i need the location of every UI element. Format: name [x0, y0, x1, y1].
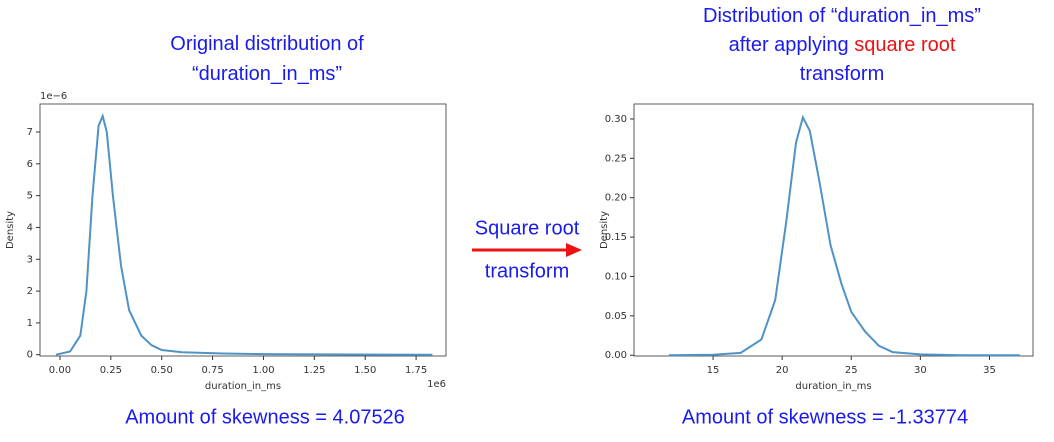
x-tick-label: 1.25 [303, 365, 325, 376]
x-tick-label: 35 [983, 365, 996, 376]
x-offset: 1e6 [427, 379, 446, 390]
chart-title: “duration_in_ms” [192, 63, 342, 85]
y-tick-label: 7 [27, 127, 33, 138]
x-tick-label: 0.50 [151, 365, 173, 376]
x-tick-label: 20 [776, 365, 789, 376]
y-tick-label: 5 [27, 191, 33, 202]
chart-title: transform [800, 63, 884, 85]
y-tick-label: 1 [27, 318, 33, 329]
density-line [55, 113, 433, 356]
x-axis-label: duration_in_ms [795, 381, 871, 392]
density-line [668, 114, 1020, 357]
y-tick-label: 4 [27, 222, 33, 233]
y-tick-label: 0.00 [605, 350, 627, 361]
arrow-head [566, 243, 582, 257]
x-tick-label: 15 [707, 365, 720, 376]
y-tick-label: 3 [27, 254, 33, 265]
y-tick-label: 0.15 [605, 232, 627, 243]
chart-title: after applying square root [729, 34, 956, 56]
x-tick-label: 25 [845, 365, 858, 376]
x-tick-label: 30 [914, 365, 927, 376]
title-text: Original distribution of [170, 33, 364, 55]
y-tick-label: 0.30 [605, 114, 627, 125]
chart-title: Original distribution of [170, 33, 364, 55]
x-tick-label: 1.75 [405, 365, 427, 376]
y-tick-label: 0.05 [605, 311, 627, 322]
x-axis-label: duration_in_ms [205, 381, 281, 392]
arrow-label: Square root [475, 217, 580, 239]
arrow-label: transform [485, 260, 569, 282]
y-tick-label: 2 [27, 286, 33, 297]
skewness-annotation: Amount of skewness = 4.07526 [125, 406, 405, 428]
y-tick-label: 0.25 [605, 153, 627, 164]
y-tick-label: 0 [27, 350, 33, 361]
y-tick-label: 6 [27, 159, 33, 170]
y-axis-label: Density [5, 211, 16, 249]
y-tick-label: 0.20 [605, 193, 627, 204]
title-text: after applying [729, 34, 849, 56]
y-axis-label: Density [599, 211, 610, 249]
title-text: “duration_in_ms” [192, 63, 342, 85]
x-tick-label: 0.75 [201, 365, 223, 376]
x-tick-label: 1.00 [252, 365, 274, 376]
x-tick-label: 1.50 [354, 365, 376, 376]
skewness-annotation: Amount of skewness = -1.33774 [682, 406, 968, 428]
x-tick-label: 0.00 [49, 365, 71, 376]
title-text: Distribution of “duration_in_ms” [703, 5, 981, 27]
plot-frame [39, 103, 447, 357]
chart-title: Distribution of “duration_in_ms” [703, 5, 981, 27]
title-text: transform [800, 63, 884, 85]
plot-frame [633, 103, 1034, 357]
y-tick-label: 0.10 [605, 271, 627, 282]
title-highlight: square root [854, 34, 956, 56]
y-offset: 1e−6 [40, 91, 67, 102]
x-tick-label: 0.25 [100, 365, 122, 376]
